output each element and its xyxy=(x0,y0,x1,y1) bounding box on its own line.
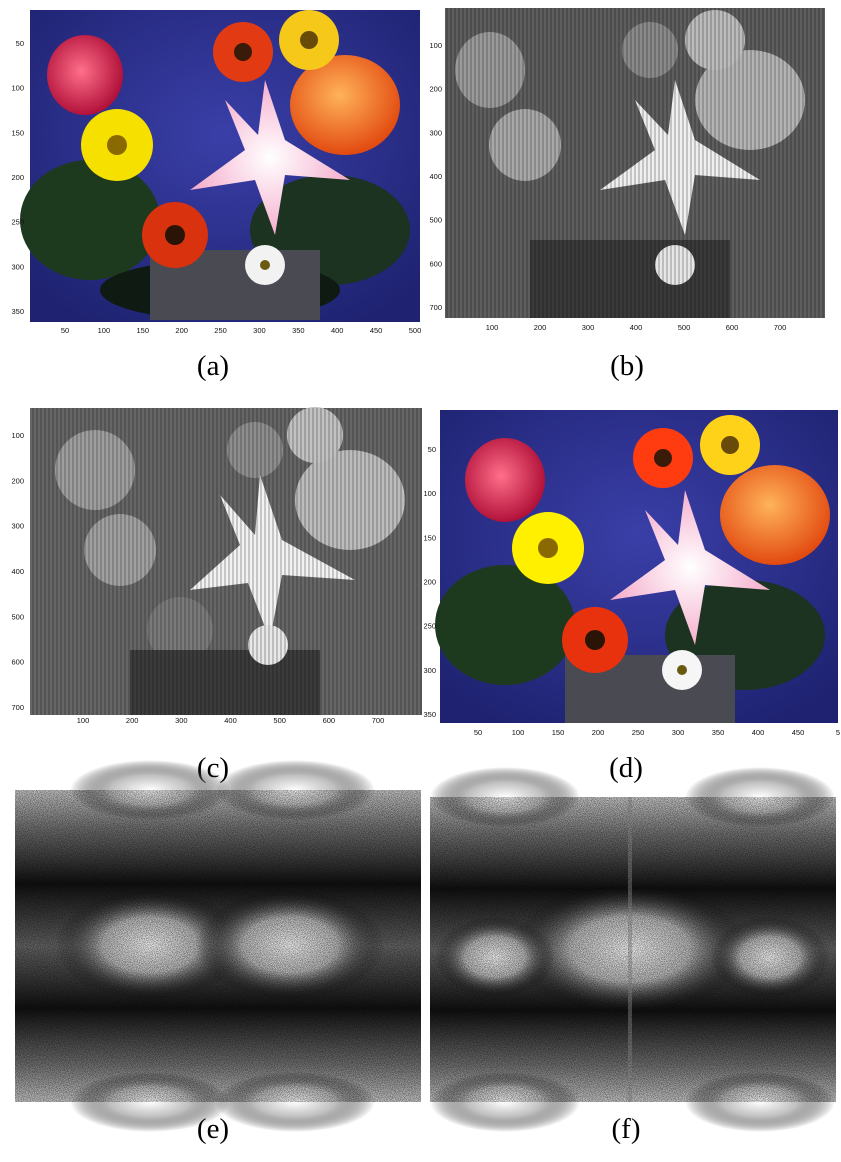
x-tick-label: 500 xyxy=(409,326,422,335)
caption-f: (f) xyxy=(611,1113,641,1145)
stargazer-lily xyxy=(610,490,770,645)
panel-b-gray-image: 100 200 300 400 500 600 700 100 200 300 400 500 600 7… xyxy=(429,0,841,332)
panel-a-color-image: 50 100 150 200 250 300 350 400 450 500 50 100 150 200… xyxy=(0,0,425,335)
y-tick-label: 350 xyxy=(11,307,24,316)
x-tick-label: 400 xyxy=(752,728,765,737)
panel-d-figure: 50 100 150 200 250 300 350 400 450 5 50 100 150 200 25… xyxy=(423,410,840,737)
x-tick-label: 200 xyxy=(592,728,605,737)
x-tick-label: 450 xyxy=(370,326,383,335)
panel-e-spectrum xyxy=(15,760,421,1132)
y-tick-label: 200 xyxy=(429,85,442,94)
panel-b-figure: 100 200 300 400 500 600 700 100 200 300 400 500 600 7… xyxy=(429,8,825,332)
x-tick-label: 600 xyxy=(726,323,739,332)
caption-e: (e) xyxy=(196,1113,230,1145)
x-tick-label: 100 xyxy=(77,716,90,725)
x-tick-label: 50 xyxy=(474,728,482,737)
y-tick-label: 100 xyxy=(11,84,24,93)
y-tick-label: 100 xyxy=(11,431,24,440)
panel-f-spectrum xyxy=(430,767,836,1132)
x-tick-label: 5 xyxy=(836,728,840,737)
pink-rose xyxy=(465,438,545,522)
y-tick-label: 250 xyxy=(11,218,24,227)
y-tick-label: 200 xyxy=(11,476,24,485)
panel-e-figure xyxy=(15,760,421,1132)
x-tick-label: 350 xyxy=(292,326,305,335)
x-tick-label: 200 xyxy=(534,323,547,332)
x-tick-label: 600 xyxy=(323,716,336,725)
caption-b: (b) xyxy=(610,350,644,382)
x-tick-label: 300 xyxy=(582,323,595,332)
y-tick-label: 600 xyxy=(429,259,442,268)
y-tick-label: 700 xyxy=(429,303,442,312)
x-tick-label: 100 xyxy=(98,326,111,335)
x-tick-label: 500 xyxy=(273,716,286,725)
y-tick-label: 250 xyxy=(423,622,436,631)
x-tick-label: 250 xyxy=(632,728,645,737)
y-tick-label: 200 xyxy=(423,578,436,587)
y-tick-label: 350 xyxy=(423,710,436,719)
stripe-artifacts xyxy=(30,408,422,715)
x-tick-label: 50 xyxy=(61,326,69,335)
orange-rose xyxy=(720,465,830,565)
caption-a: (a) xyxy=(196,350,230,382)
pink-rose xyxy=(47,35,123,115)
panel-c-gray-image: 100 200 300 400 500 600 700 100 200 300 400 500 600 7… xyxy=(0,405,425,730)
x-tick-label: 400 xyxy=(224,716,237,725)
x-tick-label: 700 xyxy=(372,716,385,725)
panel-a-figure: 50 100 150 200 250 300 350 400 450 500 50 100 150 200… xyxy=(11,10,421,335)
y-tick-label: 50 xyxy=(428,445,436,454)
panel-b-axes: 100 200 300 400 500 600 700 100 200 300 400 500 600 7… xyxy=(429,41,786,332)
speckle-noise xyxy=(15,790,421,1102)
panel-d-axes: 50 100 150 200 250 300 350 400 450 5 50 100 150 200 25… xyxy=(423,445,840,737)
x-tick-label: 150 xyxy=(137,326,150,335)
x-tick-label: 100 xyxy=(512,728,525,737)
y-tick-label: 100 xyxy=(429,41,442,50)
y-tick-label: 200 xyxy=(11,173,24,182)
x-tick-label: 500 xyxy=(678,323,691,332)
orange-rose xyxy=(290,55,400,155)
y-tick-label: 300 xyxy=(423,666,436,675)
y-tick-label: 300 xyxy=(11,262,24,271)
panel-c-axes: 100 200 300 400 500 600 700 100 200 300 400 500 600 7… xyxy=(11,431,384,725)
x-tick-label: 300 xyxy=(253,326,266,335)
x-tick-label: 700 xyxy=(774,323,787,332)
x-tick-label: 200 xyxy=(175,326,188,335)
y-tick-label: 600 xyxy=(11,658,24,667)
x-tick-label: 150 xyxy=(552,728,565,737)
panel-a-axes: 50 100 150 200 250 300 350 400 450 500 50 100 150 200… xyxy=(11,39,421,335)
y-tick-label: 700 xyxy=(11,703,24,712)
y-tick-label: 50 xyxy=(16,39,24,48)
y-tick-label: 500 xyxy=(429,216,442,225)
panel-d-color-image: 50 100 150 200 250 300 350 400 450 5 50 100 150 200 25… xyxy=(423,405,841,737)
speckle-noise xyxy=(430,797,836,1102)
x-tick-label: 400 xyxy=(630,323,643,332)
x-tick-label: 300 xyxy=(672,728,685,737)
y-tick-label: 150 xyxy=(11,128,24,137)
y-tick-label: 300 xyxy=(11,522,24,531)
stripe-artifacts xyxy=(445,8,825,318)
stargazer-lily xyxy=(190,80,350,235)
x-tick-label: 450 xyxy=(792,728,805,737)
x-tick-label: 300 xyxy=(175,716,188,725)
panel-c-figure: 100 200 300 400 500 600 700 100 200 300 400 500 600 7… xyxy=(11,407,422,725)
y-tick-label: 300 xyxy=(429,128,442,137)
x-tick-label: 200 xyxy=(126,716,139,725)
panel-f-figure xyxy=(430,767,836,1132)
y-tick-label: 100 xyxy=(423,489,436,498)
x-tick-label: 100 xyxy=(486,323,499,332)
y-tick-label: 400 xyxy=(11,567,24,576)
caption-d: (d) xyxy=(609,752,643,784)
y-tick-label: 150 xyxy=(423,533,436,542)
x-tick-label: 400 xyxy=(331,326,344,335)
x-tick-label: 250 xyxy=(214,326,227,335)
x-tick-label: 350 xyxy=(712,728,725,737)
y-tick-label: 500 xyxy=(11,612,24,621)
y-tick-label: 400 xyxy=(429,172,442,181)
